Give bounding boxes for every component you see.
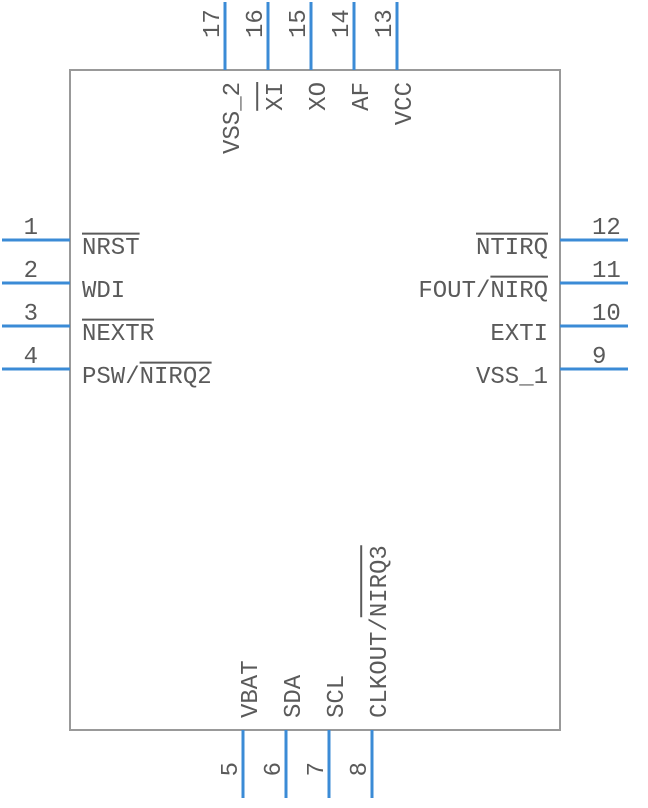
pin-number: 5 — [218, 762, 245, 776]
pin-label: AF — [349, 82, 376, 111]
pin-number: 14 — [329, 9, 356, 38]
pin-label: VCC — [392, 82, 419, 125]
ic-body — [70, 70, 560, 730]
pin-label: NEXTR — [82, 321, 154, 348]
pin-label: WDI — [82, 278, 125, 305]
pin-number: 4 — [24, 344, 38, 371]
pin-number: 10 — [592, 301, 621, 328]
pin-number: 6 — [261, 762, 288, 776]
pin-number: 2 — [24, 258, 38, 285]
ic-pinout-diagram: 1 NRST 2 WDI 3 NEXTR 4 PSW/NIRQ2 12 NTIRQ 11 FOUT/N… — [0, 0, 648, 808]
pin-label: XI — [263, 82, 290, 111]
pin-label: SCL — [324, 675, 351, 718]
pin-label: VBAT — [238, 660, 265, 718]
pin-number: 8 — [347, 762, 374, 776]
pin-number: 9 — [592, 344, 606, 371]
pin-number: 12 — [592, 215, 621, 242]
pin-label: VSS_1 — [476, 364, 548, 391]
pin-number: 3 — [24, 301, 38, 328]
pin-label: PSW/NIRQ2 — [82, 364, 212, 391]
pin-number: 13 — [372, 9, 399, 38]
pin-label: NTIRQ — [476, 235, 548, 262]
pin-label: VSS_2 — [220, 82, 247, 154]
pin-number: 15 — [286, 9, 313, 38]
pin-label: XO — [306, 82, 333, 111]
pin-label: SDA — [281, 674, 308, 718]
pin-number: 1 — [24, 215, 38, 242]
pin-number: 16 — [243, 9, 270, 38]
pin-label: CLKOUT/NIRQ3 — [367, 545, 394, 718]
pin-label: NRST — [82, 235, 140, 262]
pin-number: 11 — [592, 258, 621, 285]
pin-number: 17 — [200, 9, 227, 38]
pin-number: 7 — [304, 762, 331, 776]
pin-label: EXTI — [490, 321, 548, 348]
pin-label: FOUT/NIRQ — [418, 278, 548, 305]
